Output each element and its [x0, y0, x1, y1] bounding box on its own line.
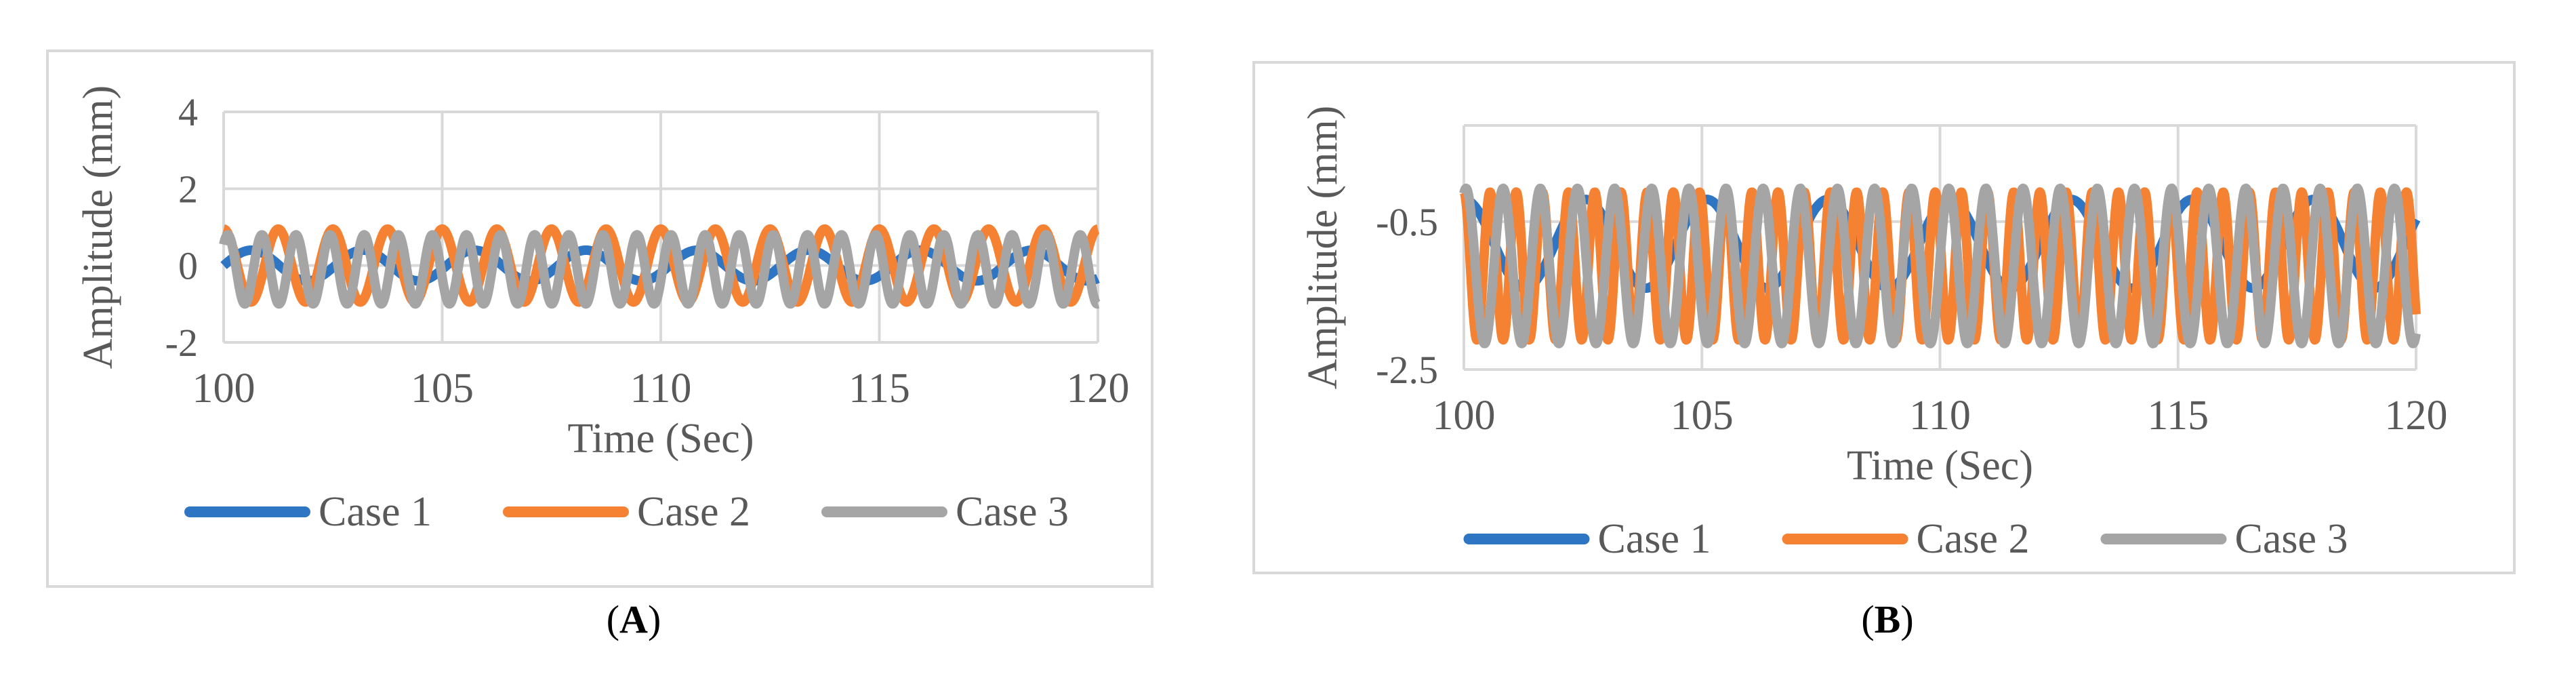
y-axis-title: Amplitude (mm) [1300, 106, 1346, 389]
y-tick-label: -2 [165, 321, 198, 365]
legend-label-case-2: Case 2 [1917, 516, 2030, 562]
x-tick-label: 100 [192, 365, 255, 412]
legend-label-case-1: Case 1 [319, 489, 432, 535]
panel-b-caption: (B) [1861, 597, 1914, 641]
y-tick-label: -2.5 [1376, 348, 1438, 392]
y-tick-label: 0 [178, 244, 198, 288]
y-tick-label: 4 [178, 90, 198, 134]
panel-b-label: B [1874, 597, 1901, 641]
legend-label-case-3: Case 3 [956, 489, 1069, 535]
x-tick-label: 120 [1067, 365, 1130, 412]
panel-a-frame [46, 49, 1153, 588]
x-tick-label: 120 [2385, 393, 2448, 439]
legend-label-case-3: Case 3 [2235, 516, 2348, 562]
panel-a-caption: (A) [606, 597, 661, 641]
y-tick-label: -0.5 [1376, 200, 1438, 244]
x-axis-title: Time (Sec) [1847, 443, 2033, 489]
series-line-case-3 [1459, 183, 2421, 348]
x-tick-label: 105 [1671, 393, 1734, 439]
x-tick-label: 115 [849, 365, 910, 412]
legend-label-case-1: Case 1 [1598, 516, 1711, 562]
y-tick-label: 2 [178, 167, 198, 211]
x-tick-label: 110 [630, 365, 692, 412]
x-tick-label: 105 [411, 365, 474, 412]
y-axis-title: Amplitude (mm) [75, 85, 121, 369]
x-tick-label: 100 [1433, 393, 1496, 439]
panel-a-label: A [619, 597, 648, 641]
series-line-case-3 [219, 230, 1103, 309]
chart-b: 100 105 110 115 120 -2.5 -0.5 Time (Sec) Amplitu… [1300, 106, 2448, 562]
x-tick-label: 110 [1909, 393, 1971, 439]
legend-label-case-2: Case 2 [637, 489, 750, 535]
x-tick-label: 115 [2147, 393, 2209, 439]
chart-a: 100 105 110 115 120 -2 0 2 4 Time (Sec) Amplitude … [75, 85, 1130, 535]
x-axis-title: Time (Sec) [568, 416, 754, 462]
